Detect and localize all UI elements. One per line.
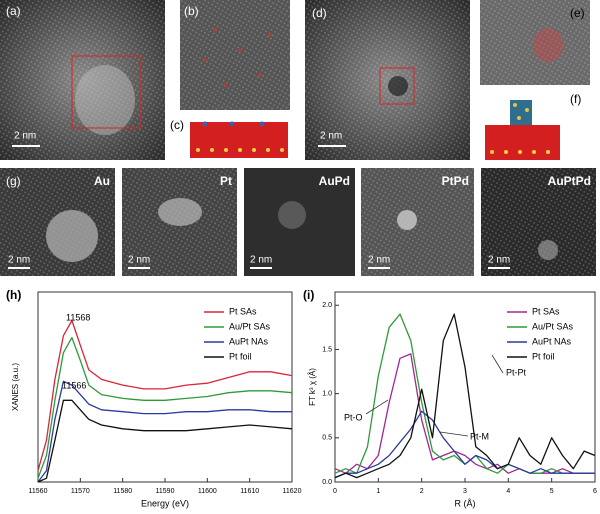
scale-bar: 2 nm xyxy=(250,255,272,266)
annotation: 11566 xyxy=(62,380,86,390)
y-tick-label: 1.5 xyxy=(322,346,332,353)
y-axis-label: XANES (a.u.) xyxy=(11,363,20,411)
scale-bar: 2 nm xyxy=(128,255,150,266)
image-label: AuPd xyxy=(319,174,350,188)
x-axis-label: Energy (eV) xyxy=(141,498,189,508)
annotation-arrow xyxy=(439,431,469,437)
panel-label: (a) xyxy=(6,4,21,18)
image-row: (g) Au Pt AuPd PtPd AuPtPd 2 nm 2 nm 2 n… xyxy=(0,168,596,276)
x-tick-label: 11570 xyxy=(71,488,90,495)
image-panel: (a) 2 nm xyxy=(0,0,165,160)
legend-label: AuPt NAs xyxy=(229,336,269,346)
y-tick-label: 0.0 xyxy=(322,479,332,486)
panel-label: (h) xyxy=(6,288,21,302)
scale-bar: 2 nm xyxy=(368,255,390,266)
y-tick-label: 0.5 xyxy=(322,435,332,442)
x-tick-label: 6 xyxy=(593,488,597,495)
series-line xyxy=(37,380,292,483)
legend-label: Au/Pt SAs xyxy=(532,321,574,331)
scale-bar: 2 nm xyxy=(14,131,36,142)
panel-label: (i) xyxy=(303,288,314,302)
image-label: Pt xyxy=(220,174,232,188)
annotation: 11568 xyxy=(66,312,90,322)
x-tick-label: 3 xyxy=(463,488,467,495)
x-tick-label: 11600 xyxy=(198,488,217,495)
series-line xyxy=(334,410,595,479)
legend-label: Pt SAs xyxy=(229,306,257,316)
legend-label: Pt SAs xyxy=(532,306,560,316)
y-tick-label: 2.0 xyxy=(322,302,332,309)
y-axis-label: FT k³ χ (Å) xyxy=(308,368,317,406)
x-tick-label: 11590 xyxy=(156,488,175,495)
panel-label: (f) xyxy=(570,92,581,106)
series-line xyxy=(37,319,293,471)
annotation: Pt-O xyxy=(344,412,363,422)
panel-label: (d) xyxy=(312,6,327,20)
x-tick-label: 11560 xyxy=(29,488,48,495)
legend-label: AuPt NAs xyxy=(532,336,572,346)
series-line xyxy=(334,313,596,479)
legend-label: Au/Pt SAs xyxy=(229,321,271,331)
image-panel: (d) 2 nm xyxy=(305,0,470,160)
x-tick-label: 5 xyxy=(550,488,554,495)
image-label: PtPd xyxy=(442,174,469,188)
x-tick-label: 11620 xyxy=(283,488,302,495)
legend-label: Pt foil xyxy=(532,351,555,361)
image-panel: (b) xyxy=(180,0,290,110)
image-label: AuPtPd xyxy=(548,174,591,188)
x-tick-label: 2 xyxy=(420,488,424,495)
scale-bar: 2 nm xyxy=(320,131,342,142)
annotation-arrow xyxy=(365,399,389,415)
model-panel: (c) xyxy=(170,118,288,158)
x-tick-label: 11580 xyxy=(113,488,132,495)
legend-label: Pt foil xyxy=(229,351,252,361)
image-panel: (e) xyxy=(480,0,590,85)
x-tick-label: 0 xyxy=(333,488,337,495)
image-label: Au xyxy=(94,174,110,188)
series-line xyxy=(37,399,293,483)
panel-label: (g) xyxy=(6,174,21,188)
annotation: Pt-Pt xyxy=(506,367,527,377)
x-tick-label: 11610 xyxy=(240,488,259,495)
panel-label: (b) xyxy=(184,4,199,18)
scale-bar: 2 nm xyxy=(8,255,30,266)
annotation: Pt-M xyxy=(470,431,489,441)
panel-label: (c) xyxy=(170,118,184,132)
model-panel: (f) xyxy=(485,92,581,160)
x-axis-label: R (Å) xyxy=(455,498,476,508)
x-tick-label: 1 xyxy=(376,488,380,495)
scale-bar: 2 nm xyxy=(488,255,510,266)
annotation-arrow xyxy=(491,354,504,374)
panel-label: (e) xyxy=(570,6,585,20)
series-line xyxy=(37,336,293,479)
y-tick-label: 1.0 xyxy=(322,390,332,397)
x-tick-label: 4 xyxy=(506,488,510,495)
